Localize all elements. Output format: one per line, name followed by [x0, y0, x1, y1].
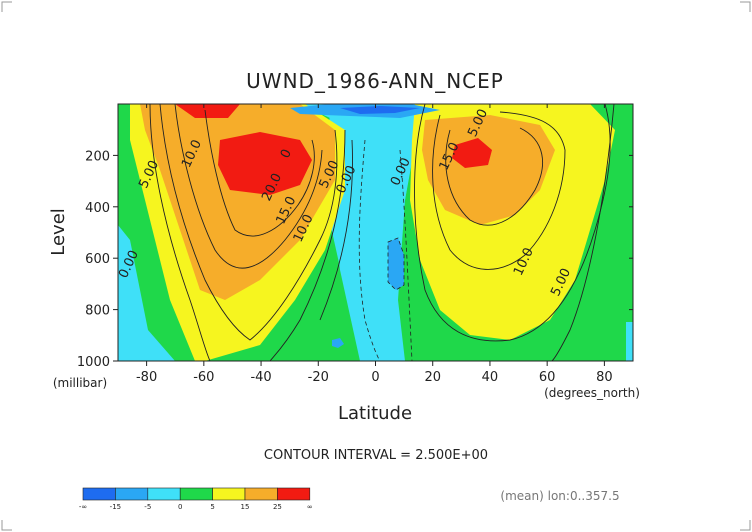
colorbar-label: -15 [110, 503, 121, 511]
x-tick-label: 60 [539, 370, 556, 385]
colorbar-swatch [147, 487, 181, 501]
colorbar-label: 25 [273, 503, 282, 511]
colorbar-label: 0 [178, 503, 182, 511]
y-tick-label: 1000 [77, 355, 110, 370]
x-tick-label: 40 [482, 370, 499, 385]
contour-lines [149, 104, 615, 361]
colorbar-label: -∞ [79, 503, 87, 511]
y-tick-label: 800 [85, 304, 110, 319]
x-tick-label: 80 [596, 370, 613, 385]
x-tick-label: 20 [424, 370, 441, 385]
colorbar-label: ∞ [307, 503, 313, 511]
colorbar-label: 5 [210, 503, 214, 511]
y-axis-label: Level [48, 208, 69, 256]
colorbar-label: 15 [241, 503, 250, 511]
x-unit-label: (degrees_north) [544, 386, 640, 400]
contour-lines-negative [358, 139, 413, 361]
x-axis: -80 -60 -40 -20 0 20 40 60 80 [136, 104, 613, 385]
band-blue-top-dark [340, 106, 420, 114]
y-tick-label: 200 [85, 149, 110, 164]
x-tick-label: -20 [308, 370, 329, 385]
colorbar: -∞ -15 -5 0 5 15 25 ∞ [79, 487, 313, 511]
band-red-south-top [175, 104, 240, 118]
band-red-north [452, 138, 492, 168]
chart-title: UWND_1986-ANN_NCEP [246, 69, 504, 93]
contour-fill-field [118, 104, 633, 361]
colorbar-swatch [244, 487, 278, 501]
y-axis: 200 400 600 800 1000 [77, 149, 633, 370]
x-tick-label: 0 [371, 370, 379, 385]
band-blue-small [332, 338, 344, 348]
band-red-south [218, 132, 312, 195]
colorbar-swatch [277, 487, 311, 501]
x-axis-label: Latitude [338, 403, 412, 424]
y-unit-label: (millibar) [53, 376, 107, 390]
colorbar-swatch [115, 487, 149, 501]
y-tick-label: 600 [85, 252, 110, 267]
band-orange-north [422, 115, 555, 225]
colorbar-swatch [82, 487, 116, 501]
y-tick-label: 400 [85, 201, 110, 216]
band-blue-mid [388, 238, 404, 290]
x-tick-label: -80 [136, 370, 157, 385]
colorbar-swatch [179, 487, 213, 501]
contour-interval-text: CONTOUR INTERVAL = 2.500E+00 [264, 448, 488, 463]
x-tick-label: -60 [193, 370, 214, 385]
band-cyan-right-edge [626, 322, 633, 361]
colorbar-swatch [212, 487, 246, 501]
x-tick-label: -40 [250, 370, 271, 385]
averaging-note: (mean) lon:0..357.5 [500, 489, 619, 503]
colorbar-label: -5 [144, 503, 151, 511]
